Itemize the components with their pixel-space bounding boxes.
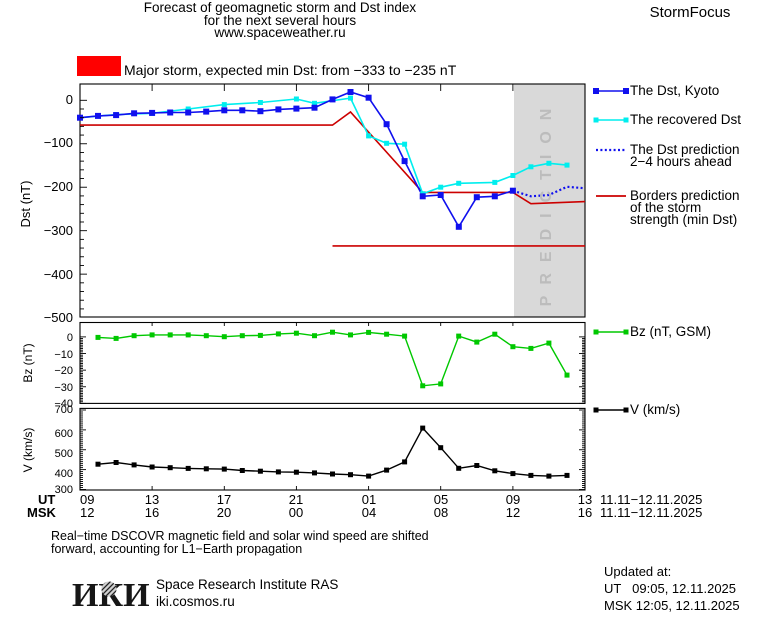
svg-text:MSK: MSK — [27, 505, 57, 520]
svg-text:UT 09:05, 12.11.2025: UT 09:05, 12.11.2025 — [604, 581, 736, 596]
svg-text:20: 20 — [217, 505, 231, 520]
svg-text:Updated at:: Updated at: — [604, 564, 671, 579]
svg-text:12: 12 — [506, 505, 520, 520]
svg-text:Space Research Institute RAS: Space Research Institute RAS — [156, 577, 338, 592]
svg-text:16: 16 — [145, 505, 159, 520]
svg-text:forward, accounting for L1−Ear: forward, accounting for L1−Earth propaga… — [51, 542, 302, 556]
svg-text:04: 04 — [362, 505, 376, 520]
svg-text:16: 16 — [578, 505, 592, 520]
svg-text:00: 00 — [289, 505, 303, 520]
svg-text:11.11−12.11.2025: 11.11−12.11.2025 — [600, 505, 702, 520]
svg-text:Real−time DSCOVR magnetic fiel: Real−time DSCOVR magnetic field and sola… — [51, 529, 429, 543]
svg-text:MSK 12:05, 12.11.2025: MSK 12:05, 12.11.2025 — [604, 598, 740, 613]
svg-text:12: 12 — [80, 505, 94, 520]
svg-text:08: 08 — [434, 505, 448, 520]
svg-text:iki.cosmos.ru: iki.cosmos.ru — [156, 594, 235, 609]
